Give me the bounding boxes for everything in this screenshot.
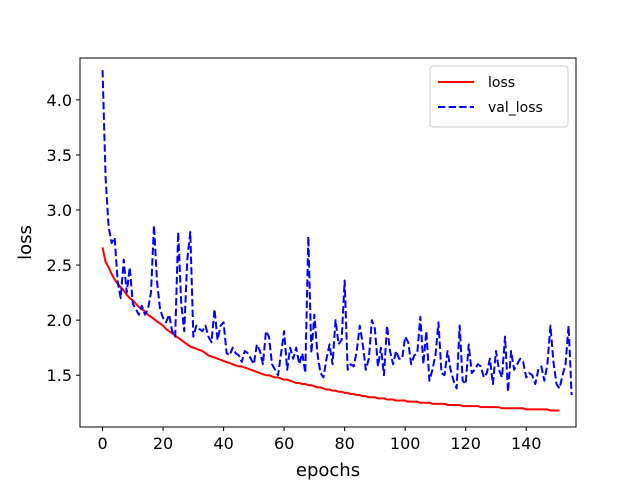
x-tick-label: 100 [390, 434, 421, 453]
y-tick-label: 4.0 [47, 91, 72, 110]
series-line-loss [101, 247, 560, 412]
x-tick-label: 140 [511, 434, 542, 453]
x-tick-label: 80 [334, 434, 354, 453]
y-axis-ticks: 1.5 2.0 2.5 3.0 3.5 4.0 [47, 91, 80, 385]
y-axis-label: loss [15, 225, 36, 260]
legend: loss val_loss [429, 65, 569, 128]
legend-label-loss: loss [488, 75, 515, 91]
y-tick-label: 2.5 [47, 256, 72, 275]
series-line-val-loss [101, 70, 573, 396]
y-tick-label: 3.0 [47, 201, 72, 220]
y-tick-label: 3.5 [47, 146, 72, 165]
x-tick-label: 20 [153, 434, 173, 453]
x-tick-label: 40 [213, 434, 233, 453]
axes-frame [79, 57, 577, 428]
x-axis-label: epochs [296, 460, 360, 480]
x-tick-label: 60 [274, 434, 294, 453]
y-tick-label: 2.0 [47, 311, 72, 330]
x-axis-ticks: 0 20 40 60 80 100 120 140 [97, 427, 541, 453]
x-tick-label: 120 [450, 434, 481, 453]
legend-label-val-loss: val_loss [488, 100, 543, 116]
plot-area [101, 70, 573, 412]
y-tick-label: 1.5 [47, 366, 72, 385]
x-tick-label: 0 [97, 434, 107, 453]
